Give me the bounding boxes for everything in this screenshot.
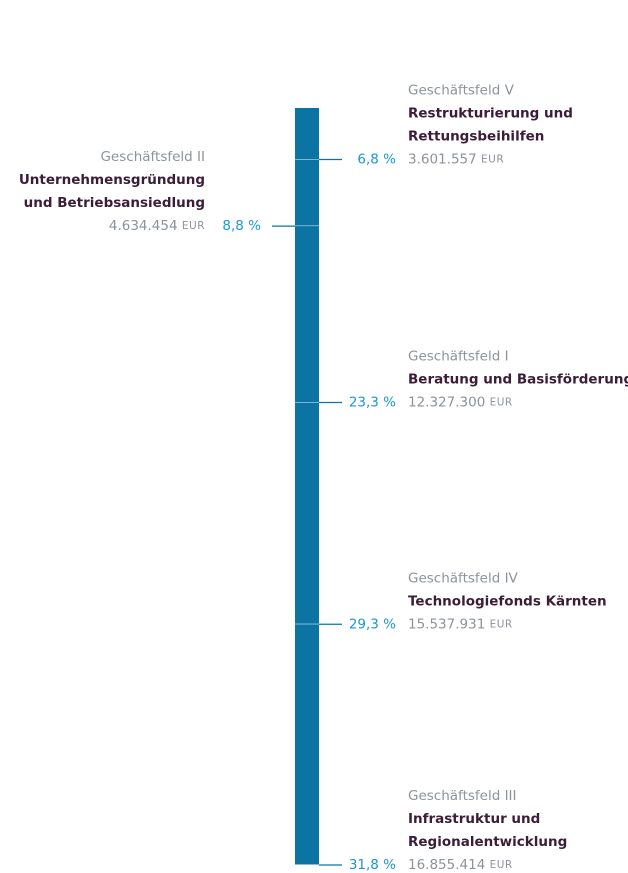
segment-group: Geschäftsfeld II (100, 149, 205, 165)
amount: 3.601.557 EUR (408, 151, 504, 167)
amount: 16.855.414 EUR (408, 857, 513, 873)
segment-group: Geschäftsfeld I (408, 348, 509, 364)
amount-unit: EUR (182, 220, 205, 232)
segment-name: Restrukturierung und (408, 105, 573, 121)
bar-segment (295, 226, 319, 403)
segment-name: Infrastruktur und (408, 811, 540, 827)
segment-group: Geschäftsfeld V (408, 82, 515, 98)
amount-value: 3.601.557 (408, 151, 477, 167)
percent-label: 6,8 % (357, 151, 396, 167)
amount-value: 15.537.931 (408, 616, 485, 632)
segment-name: Rettungsbeihilfen (408, 128, 544, 144)
segment-name: Technologiefonds Kärnten (408, 593, 607, 609)
bar-segment (295, 624, 319, 865)
segment-name: Regionalentwicklung (408, 834, 567, 850)
amount: 15.537.931 EUR (408, 616, 513, 632)
amount-unit: EUR (490, 618, 513, 630)
bar-segment (295, 402, 319, 625)
segment-name: Beratung und Basisförderung (408, 371, 628, 387)
percent-label: 23,3 % (349, 394, 396, 410)
amount: 4.634.454 EUR (109, 218, 205, 234)
percent-label: 31,8 % (349, 857, 396, 873)
amount-unit: EUR (490, 859, 513, 871)
bar-segment (295, 108, 319, 160)
amount-value: 16.855.414 (408, 857, 485, 873)
percent-label: 8,8 % (222, 218, 261, 234)
amount-unit: EUR (481, 153, 504, 165)
amount-value: 4.634.454 (109, 218, 178, 234)
segment-name: und Betriebsansiedlung (24, 195, 205, 211)
segment-group: Geschäftsfeld IV (408, 570, 519, 586)
percent-label: 29,3 % (349, 616, 396, 632)
segment-group: Geschäftsfeld III (408, 788, 517, 804)
segment-name: Unternehmensgründung (19, 172, 205, 188)
amount: 12.327.300 EUR (408, 394, 513, 410)
amount-value: 12.327.300 (408, 394, 485, 410)
amount-unit: EUR (490, 396, 513, 408)
bar-segment (295, 159, 319, 227)
